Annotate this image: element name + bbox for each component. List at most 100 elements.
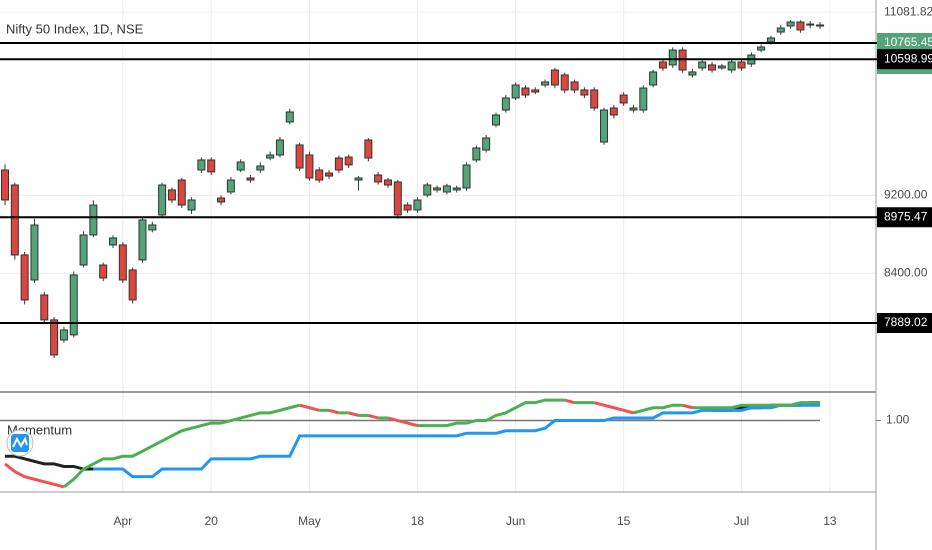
candle-body — [668, 49, 677, 66]
candle-body — [452, 187, 461, 191]
indicator-icon — [6, 429, 34, 457]
indicator-line — [93, 403, 821, 479]
candle-body — [442, 185, 451, 193]
candle-body — [639, 87, 648, 111]
candle-body — [148, 224, 157, 231]
candle-body — [472, 147, 481, 161]
candle-body — [364, 139, 373, 159]
candle-body — [275, 139, 284, 156]
y-tick-label: 1.00 — [886, 413, 910, 427]
momentum-line — [682, 403, 693, 410]
candle-body — [374, 174, 383, 183]
momentum-line — [367, 413, 379, 420]
candle-body — [226, 179, 235, 193]
candle-body — [177, 179, 186, 206]
candle-body — [560, 74, 569, 91]
icon-glyph — [12, 436, 28, 449]
candle-body — [482, 137, 491, 151]
candle-body — [708, 64, 717, 71]
candle-body — [266, 154, 275, 159]
candle-body — [590, 89, 599, 109]
candle-body — [393, 181, 402, 216]
candle-body — [462, 164, 471, 189]
x-tick-label: Jun — [506, 514, 525, 528]
level-label: 10598.99 — [884, 51, 932, 65]
candle-body — [511, 84, 520, 99]
momentum-line — [692, 401, 821, 410]
momentum-line — [62, 403, 300, 489]
marks: Apr 20 May 18 Jun 15 Jul 13 8400.00 9200.00 11081.… — [0, 4, 932, 528]
candle-body — [727, 61, 736, 71]
x-tick-label: May — [298, 514, 321, 528]
x-tick-label: Jul — [734, 514, 749, 528]
candle-body — [246, 177, 255, 181]
momentum-line — [633, 403, 683, 415]
candle-body — [59, 329, 68, 341]
x-tick-label: 13 — [823, 514, 837, 528]
candle-body — [600, 109, 609, 143]
grid — [0, 0, 876, 492]
x-tick-label: Apr — [113, 514, 132, 528]
indicator-line — [5, 454, 94, 471]
candle-body — [256, 165, 265, 171]
candle-body — [550, 69, 559, 86]
x-tick-label: 20 — [205, 514, 219, 528]
candle-body — [118, 244, 127, 281]
candle-body — [325, 172, 334, 177]
candle-body — [89, 204, 98, 236]
chart-title: Nifty 50 Index, 1D, NSE — [6, 21, 144, 36]
candle-body — [236, 161, 245, 171]
candle-body — [570, 81, 579, 91]
y-tick-label: 11081.82 — [884, 4, 932, 18]
momentum-line — [4, 462, 65, 489]
level-label-box — [877, 49, 932, 70]
momentum-line — [387, 416, 418, 428]
candle-body — [717, 65, 726, 69]
level-label-box — [877, 32, 932, 53]
candle-body — [315, 169, 324, 181]
candle-body — [383, 179, 392, 186]
candle-body — [79, 234, 88, 266]
candle-body — [609, 107, 618, 116]
x-tick-label: 15 — [617, 514, 631, 528]
candle-body — [413, 199, 422, 211]
candle-body — [737, 61, 746, 69]
candle-body — [344, 156, 353, 166]
candle-body — [658, 61, 667, 69]
candle-body — [69, 274, 78, 336]
level-label: 8975.47 — [884, 209, 928, 223]
level-label-box — [877, 207, 932, 228]
momentum-line — [564, 398, 575, 405]
candle-body — [698, 61, 707, 69]
candle-body — [688, 71, 697, 76]
candle-body — [1, 169, 9, 201]
candle-body — [492, 114, 500, 126]
candle-body — [10, 184, 19, 256]
candle-body — [197, 159, 206, 171]
candle-body — [580, 89, 589, 96]
level-label-box — [877, 313, 932, 334]
candle-body — [138, 219, 147, 261]
candle-body — [766, 37, 775, 43]
candle-body — [158, 184, 167, 216]
candle-body — [501, 97, 510, 111]
candle-body — [521, 87, 530, 96]
candle-body — [619, 94, 628, 104]
candle-body — [20, 254, 29, 301]
candle-body — [629, 107, 638, 111]
y-tick-label: 9200.00 — [884, 188, 928, 202]
candle-body — [354, 177, 363, 181]
candle-body — [187, 199, 196, 211]
candle-body — [433, 187, 442, 191]
candle-body — [295, 144, 304, 169]
momentum-line — [299, 403, 320, 412]
candle-body — [757, 46, 766, 51]
momentum-line — [328, 408, 340, 415]
candle-body — [531, 89, 540, 93]
candle-body — [285, 111, 294, 123]
candle-body — [541, 81, 550, 86]
momentum-line — [417, 398, 565, 428]
candle-body — [217, 197, 226, 203]
